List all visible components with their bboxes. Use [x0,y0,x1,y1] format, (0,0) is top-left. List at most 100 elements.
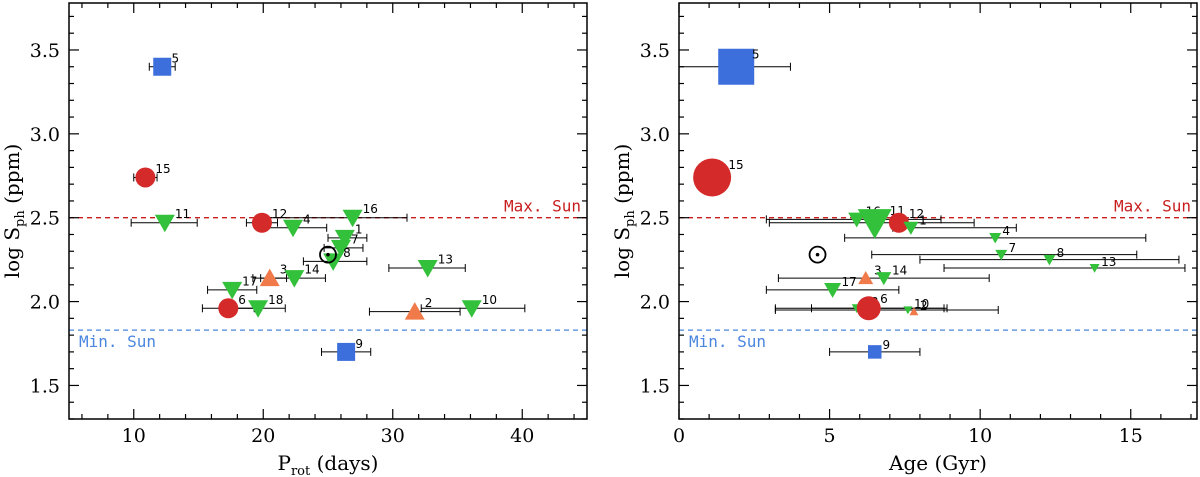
y-tick-label: 2.0 [30,292,60,314]
y-axis-title-main: log S [0,227,24,278]
point-label: 6 [880,292,888,306]
data-point-triangle-down [283,219,304,238]
min-sun-label: Min. Sun [79,332,156,351]
point-label: 1 [355,222,363,236]
point-label: 16 [363,202,378,216]
data-point-circle [135,167,156,188]
sun-symbol [808,245,827,264]
data-point-triangle-down [824,283,842,298]
data-point-triangle-down [848,212,866,228]
x-tick-label: 10 [968,425,992,447]
data-point-triangle-up [909,307,919,316]
sun-ring [319,245,337,264]
max-sun-label: Max. Sun [1114,197,1191,216]
point-label: 7 [1008,241,1016,255]
y-axis-title-sub: ph [13,210,28,227]
y-tick-label: 3.0 [30,124,60,146]
point-label: 5 [752,48,760,62]
sun-dot [326,252,330,257]
x-axis-title-suffix: (days) [310,451,378,475]
point-label: 3 [874,264,882,278]
point-label: 7 [351,232,359,246]
x-axis-title-main: Age (Gyr) [888,451,987,475]
point-label: 3 [280,263,288,277]
point-label: 8 [343,246,351,260]
data-point-triangle-down [1043,254,1056,266]
y-tick-label: 3.5 [640,40,670,62]
data-point-square [868,345,882,359]
x-axis-title-sub: rot [291,464,311,477]
plot-frame [678,2,1198,420]
x-tick-label: 40 [510,425,534,447]
point-label: 2 [425,296,433,310]
data-point-circle [888,212,909,233]
data-point-triangle-down [903,221,919,235]
point-label: 17 [842,275,857,289]
y-axis-title: log Sph (ppm) [0,144,28,279]
point-label: 10 [914,297,929,311]
point-label: 2 [920,299,928,313]
plot-frame [68,2,588,420]
x-axis-title-main: P [278,451,291,475]
data-point-triangle-up [858,270,874,285]
data-point-square [718,48,755,85]
data-point-square [153,57,172,76]
data-point-triangle-down [248,300,269,318]
data-point-triangle-down [330,239,351,258]
y-tick-label: 3.0 [640,124,670,146]
data-point-triangle-down [417,260,438,278]
y-tick-label: 1.5 [640,375,670,397]
data-point-triangle-down [461,300,482,318]
point-label: 15 [155,162,170,176]
x-tick-label: 15 [1119,425,1143,447]
data-point-triangle-down [284,270,305,288]
x-axis-title: Age (Gyr) [888,451,987,475]
data-point-triangle-down [334,229,355,248]
point-label: 4 [1002,224,1010,238]
x-tick-label: 0 [673,425,685,447]
point-label: 14 [892,264,907,278]
sun-ring [808,245,827,264]
point-label: 18 [268,293,283,307]
point-label: 17 [242,274,257,288]
data-point-triangle-down [989,233,1002,244]
data-point-square [337,342,356,361]
point-label: 12 [909,207,924,221]
point-label: 14 [304,263,319,277]
y-axis-title-main: log S [610,227,634,278]
point-label: 5 [172,52,180,66]
point-label: 8 [1057,246,1065,260]
data-point-triangle-up [259,268,280,287]
data-point-circle [251,212,272,233]
data-point-triangle-down [995,249,1008,261]
y-axis-title-suffix: (ppm) [0,144,24,211]
point-label: 13 [1101,255,1116,269]
error-bar [774,305,999,314]
point-label: 6 [238,293,246,307]
data-point-triangle-down [1089,264,1100,273]
y-axis-title-sub: ph [623,210,638,227]
x-tick-label: 10 [122,425,146,447]
data-point-circle [856,296,881,321]
point-label: 11 [175,207,190,221]
data-point-circle [218,298,239,319]
y-tick-label: 2.5 [640,208,670,230]
y-tick-label: 2.5 [30,208,60,230]
min-sun-label: Min. Sun [689,332,766,351]
max-sun-label: Max. Sun [504,197,581,216]
point-label: 15 [728,158,743,172]
y-tick-label: 1.5 [30,375,60,397]
data-point-triangle-down [222,281,243,300]
error-bar [943,264,1186,273]
sun-symbol [319,245,337,264]
point-label: 4 [303,212,311,226]
data-point-triangle-down [154,214,175,233]
point-label: 9 [355,337,363,351]
sun-dot [815,252,820,257]
data-point-triangle-down [903,306,913,315]
data-point-triangle-down [342,209,363,228]
data-point-triangle-down [323,253,344,271]
